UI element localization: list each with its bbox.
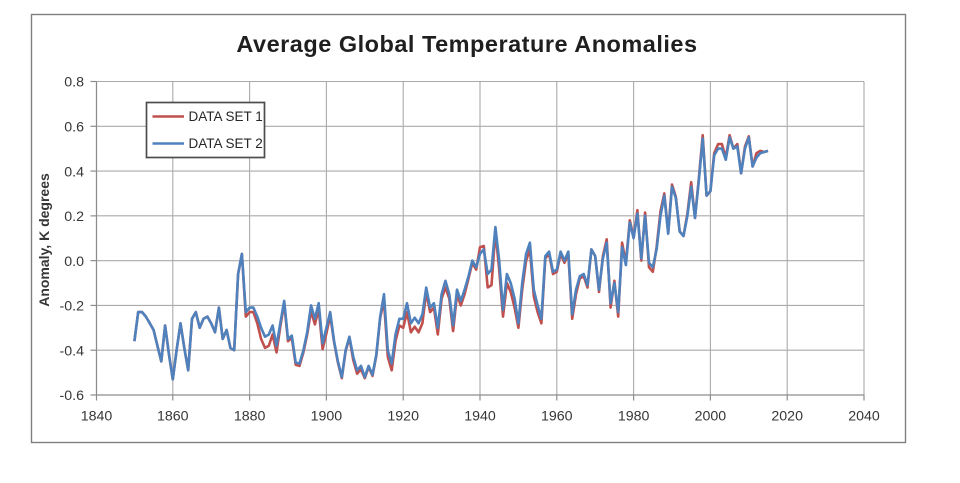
svg-text:-0.2: -0.2 <box>60 299 85 315</box>
svg-text:2020: 2020 <box>771 408 803 424</box>
svg-text:-0.4: -0.4 <box>60 343 85 359</box>
svg-text:2000: 2000 <box>695 408 727 424</box>
svg-text:-0.6: -0.6 <box>60 388 85 404</box>
svg-text:1960: 1960 <box>541 408 573 424</box>
svg-text:Average Global Temperature Ano: Average Global Temperature Anomalies <box>236 31 697 57</box>
svg-text:DATA SET 1: DATA SET 1 <box>189 109 263 124</box>
svg-text:Anomaly, K degrees: Anomaly, K degrees <box>36 173 52 307</box>
svg-text:DATA SET 2: DATA SET 2 <box>189 136 263 151</box>
svg-text:1980: 1980 <box>618 408 650 424</box>
svg-text:0.6: 0.6 <box>64 120 84 136</box>
svg-text:1900: 1900 <box>311 408 343 424</box>
svg-text:2040: 2040 <box>848 408 880 424</box>
svg-text:1840: 1840 <box>81 408 113 424</box>
svg-text:0.4: 0.4 <box>64 164 84 180</box>
svg-text:0.2: 0.2 <box>64 209 84 225</box>
svg-text:0.0: 0.0 <box>64 254 84 270</box>
svg-text:1880: 1880 <box>234 408 266 424</box>
svg-text:1920: 1920 <box>387 408 419 424</box>
svg-text:1940: 1940 <box>464 408 496 424</box>
svg-text:0.8: 0.8 <box>64 75 84 91</box>
svg-text:1860: 1860 <box>157 408 189 424</box>
